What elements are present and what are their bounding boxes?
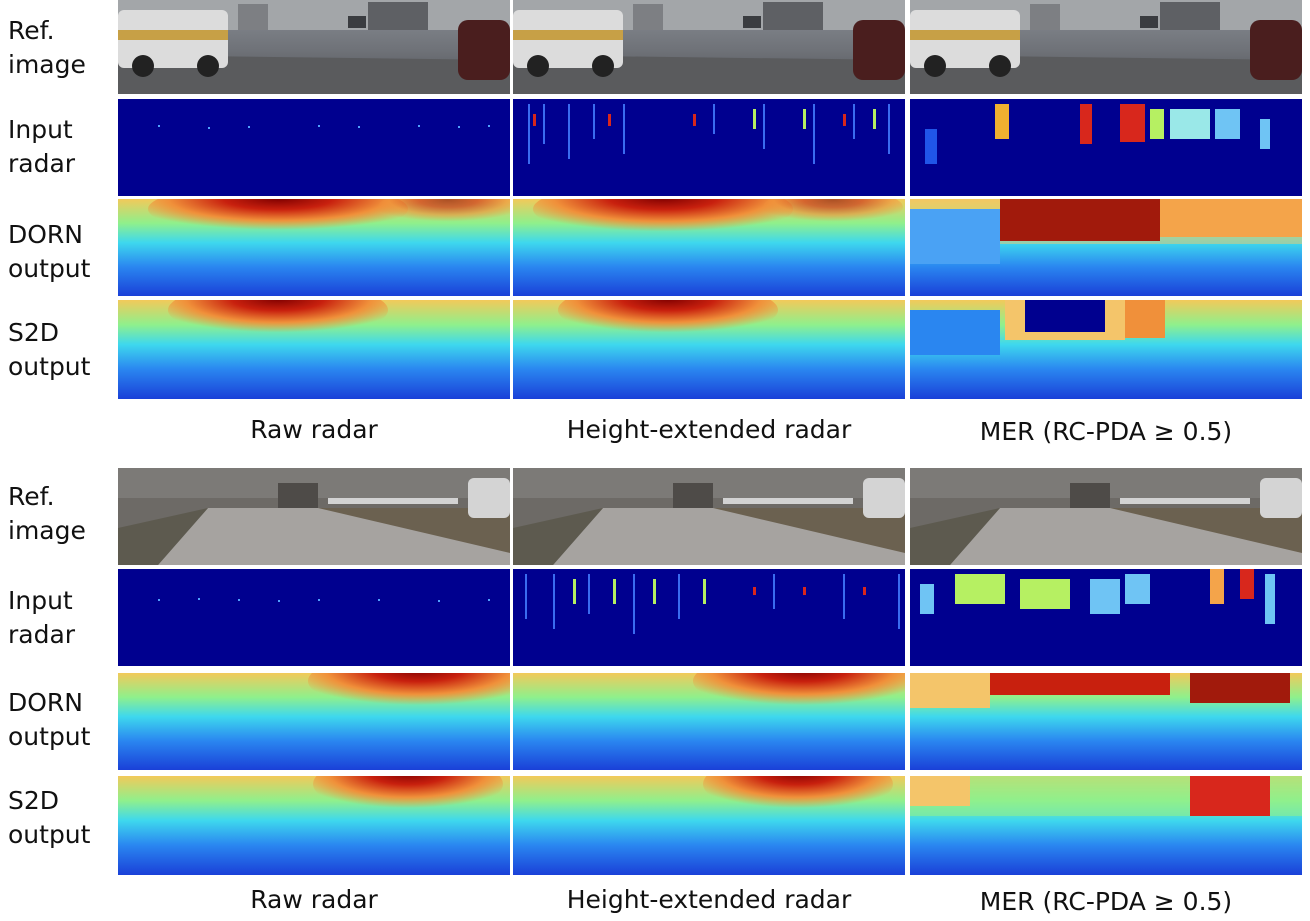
dorn-output-mer-panel — [910, 673, 1302, 770]
input-radar-raw-panel — [118, 569, 510, 666]
dorn-output-raw-panel — [118, 199, 510, 296]
figure-block-2: Ref. image Input radar DORN output S2D o… — [0, 468, 1310, 921]
dorn-output-raw-panel — [118, 673, 510, 770]
input-radar-height-extended-panel — [513, 99, 905, 196]
column-caption-height-extended-radar: Height-extended radar — [566, 885, 852, 914]
s2d-output-height-extended-panel — [513, 776, 905, 875]
ref-image-panel — [910, 468, 1302, 565]
figure-block-1: Ref. image Input radar DORN output S2D o… — [0, 0, 1310, 460]
column-caption-mer: MER (RC-PDA ≥ 0.5) — [979, 417, 1233, 446]
s2d-output-height-extended-panel — [513, 300, 905, 399]
dorn-output-mer-panel — [910, 199, 1302, 296]
column-caption-raw-radar: Raw radar — [250, 885, 378, 914]
s2d-output-mer-panel — [910, 776, 1302, 875]
row-label-dorn-output: DORN output — [8, 220, 91, 283]
row-label-ref-image: Ref. image — [8, 482, 86, 545]
column-caption-mer: MER (RC-PDA ≥ 0.5) — [979, 887, 1233, 916]
ref-image-panel — [513, 468, 905, 565]
row-label-dorn-output: DORN output — [8, 688, 91, 751]
ref-image-panel — [118, 468, 510, 565]
dorn-output-height-extended-panel — [513, 199, 905, 296]
row-label-input-radar: Input radar — [8, 586, 76, 649]
row-label-ref-image: Ref. image — [8, 16, 86, 79]
ref-image-panel — [513, 0, 905, 94]
ref-image-panel — [910, 0, 1302, 94]
s2d-output-mer-panel — [910, 300, 1302, 399]
dorn-output-height-extended-panel — [513, 673, 905, 770]
input-radar-mer-panel — [910, 99, 1302, 196]
column-caption-raw-radar: Raw radar — [250, 415, 378, 444]
input-radar-raw-panel — [118, 99, 510, 196]
row-label-input-radar: Input radar — [8, 115, 76, 178]
s2d-output-raw-panel — [118, 300, 510, 399]
input-radar-mer-panel — [910, 569, 1302, 666]
s2d-output-raw-panel — [118, 776, 510, 875]
row-label-s2d-output: S2D output — [8, 786, 91, 849]
row-label-s2d-output: S2D output — [8, 318, 91, 381]
input-radar-height-extended-panel — [513, 569, 905, 666]
ref-image-panel — [118, 0, 510, 94]
column-caption-height-extended-radar: Height-extended radar — [566, 415, 852, 444]
